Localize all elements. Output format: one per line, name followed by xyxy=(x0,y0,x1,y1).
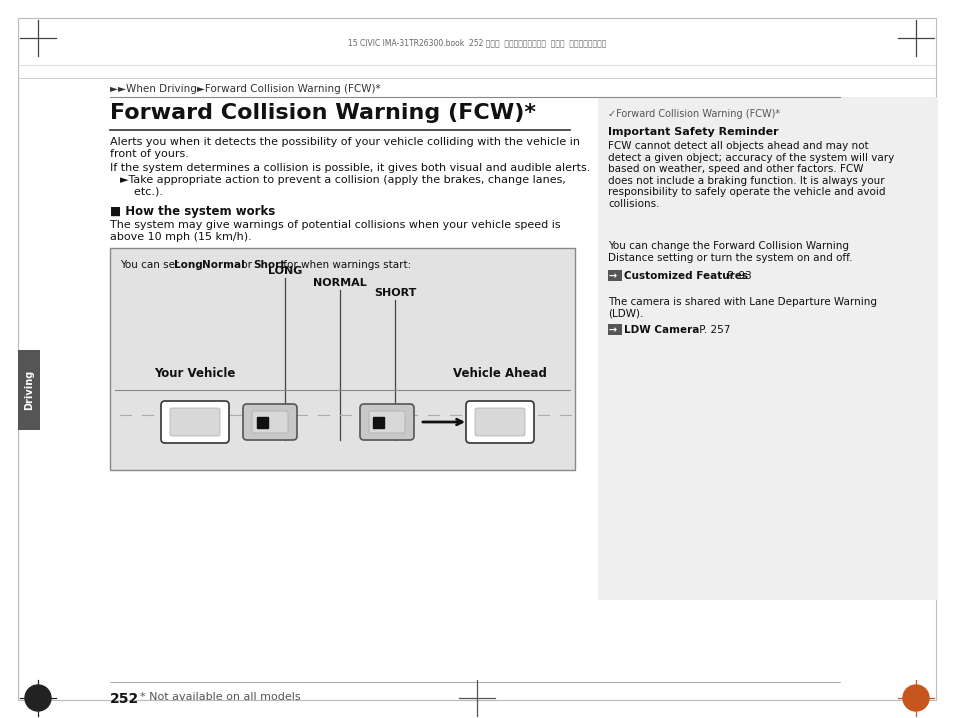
Bar xyxy=(18,350,40,430)
Text: Alerts you when it detects the possibility of your vehicle colliding with the ve: Alerts you when it detects the possibili… xyxy=(110,137,579,159)
Text: P. 93: P. 93 xyxy=(723,271,751,281)
FancyBboxPatch shape xyxy=(243,404,296,440)
Text: Driving: Driving xyxy=(24,370,34,410)
Text: or: or xyxy=(237,260,255,270)
Bar xyxy=(607,270,621,281)
Text: You can change the Forward Collision Warning
Distance setting or turn the system: You can change the Forward Collision War… xyxy=(607,241,852,263)
FancyBboxPatch shape xyxy=(475,408,524,436)
Bar xyxy=(110,248,575,470)
FancyBboxPatch shape xyxy=(369,411,405,433)
Text: You can set: You can set xyxy=(120,260,182,270)
Text: ►►When Driving►Forward Collision Warning (FCW)*: ►►When Driving►Forward Collision Warning… xyxy=(110,84,380,94)
Text: Short: Short xyxy=(253,260,285,270)
Text: 15 CIVIC IMA-31TR26300.book  252 ページ  ２０１４年９月９日  火曜日  午後１２時２０分: 15 CIVIC IMA-31TR26300.book 252 ページ ２０１４… xyxy=(348,38,605,47)
Circle shape xyxy=(902,685,928,711)
Text: 252: 252 xyxy=(110,692,139,706)
Text: The camera is shared with Lane Departure Warning
(LDW).: The camera is shared with Lane Departure… xyxy=(607,297,876,319)
Text: Your Vehicle: Your Vehicle xyxy=(154,367,235,380)
Text: Long: Long xyxy=(173,260,203,270)
Text: SHORT: SHORT xyxy=(374,288,416,298)
Text: ✓Forward Collision Warning (FCW)*: ✓Forward Collision Warning (FCW)* xyxy=(607,109,780,119)
Text: If the system determines a collision is possible, it gives both visual and audib: If the system determines a collision is … xyxy=(110,163,590,173)
Circle shape xyxy=(25,685,51,711)
FancyBboxPatch shape xyxy=(170,408,220,436)
Text: LONG: LONG xyxy=(268,266,302,276)
Text: Vehicle Ahead: Vehicle Ahead xyxy=(453,367,546,380)
Bar xyxy=(607,324,621,335)
Text: P. 257: P. 257 xyxy=(696,325,730,335)
Bar xyxy=(373,416,384,427)
Text: ■ How the system works: ■ How the system works xyxy=(110,205,275,218)
Text: Customized Features: Customized Features xyxy=(623,271,747,281)
Text: →: → xyxy=(608,271,617,281)
Text: * Not available on all models: * Not available on all models xyxy=(140,692,300,702)
Text: Important Safety Reminder: Important Safety Reminder xyxy=(607,127,778,137)
Text: ,: , xyxy=(195,260,202,270)
Text: NORMAL: NORMAL xyxy=(313,278,367,288)
Bar xyxy=(598,97,937,600)
Text: LDW Camera: LDW Camera xyxy=(623,325,699,335)
FancyBboxPatch shape xyxy=(359,404,414,440)
Text: →: → xyxy=(608,325,617,335)
FancyBboxPatch shape xyxy=(465,401,534,443)
Text: for when warnings start:: for when warnings start: xyxy=(280,260,411,270)
Text: The system may give warnings of potential collisions when your vehicle speed is
: The system may give warnings of potentia… xyxy=(110,220,560,241)
Text: FCW cannot detect all objects ahead and may not
detect a given object; accuracy : FCW cannot detect all objects ahead and … xyxy=(607,141,893,209)
Text: Normal: Normal xyxy=(202,260,245,270)
FancyBboxPatch shape xyxy=(161,401,229,443)
Text: ►Take appropriate action to prevent a collision (apply the brakes, change lanes,: ►Take appropriate action to prevent a co… xyxy=(120,175,565,197)
FancyBboxPatch shape xyxy=(252,411,288,433)
Text: Forward Collision Warning (FCW)*: Forward Collision Warning (FCW)* xyxy=(110,103,536,123)
Bar xyxy=(256,416,268,427)
